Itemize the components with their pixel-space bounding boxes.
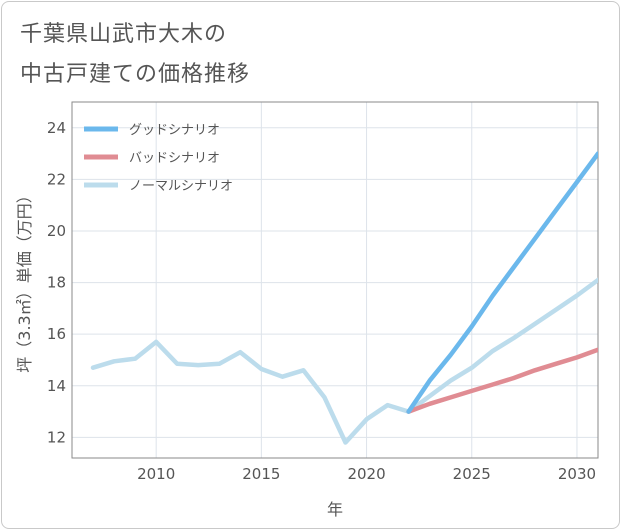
y-tick-label-14: 14 bbox=[47, 377, 66, 395]
x-tick-label-2025: 2025 bbox=[453, 465, 491, 483]
y-tick-label-18: 18 bbox=[47, 274, 66, 292]
x-tick-label-2010: 2010 bbox=[137, 465, 175, 483]
legend-label-1: バッドシナリオ bbox=[129, 151, 220, 166]
chart-title-line1: 千葉県山武市大木の bbox=[20, 22, 228, 47]
legend-label-0: グッドシナリオ bbox=[129, 123, 220, 138]
x-tick-label-2020: 2020 bbox=[347, 465, 385, 483]
y-tick-label-16: 16 bbox=[47, 325, 66, 343]
y-tick-label-22: 22 bbox=[47, 170, 66, 188]
series-line-2 bbox=[90, 277, 598, 445]
y-axis-title: 坪（3.3㎡）単価（万円） bbox=[15, 187, 34, 372]
x-axis-title: 年 bbox=[327, 500, 343, 519]
chart-title-line2: 中古戸建ての価格推移 bbox=[20, 62, 251, 87]
y-tick-label-20: 20 bbox=[47, 222, 66, 240]
legend-label-2: ノーマルシナリオ bbox=[129, 179, 233, 194]
series-line-1 bbox=[406, 347, 598, 414]
series-line-0 bbox=[406, 151, 598, 414]
x-tick-label-2030: 2030 bbox=[558, 465, 596, 483]
y-tick-label-12: 12 bbox=[47, 428, 66, 446]
x-tick-label-2015: 2015 bbox=[242, 465, 280, 483]
y-tick-label-24: 24 bbox=[47, 119, 66, 137]
